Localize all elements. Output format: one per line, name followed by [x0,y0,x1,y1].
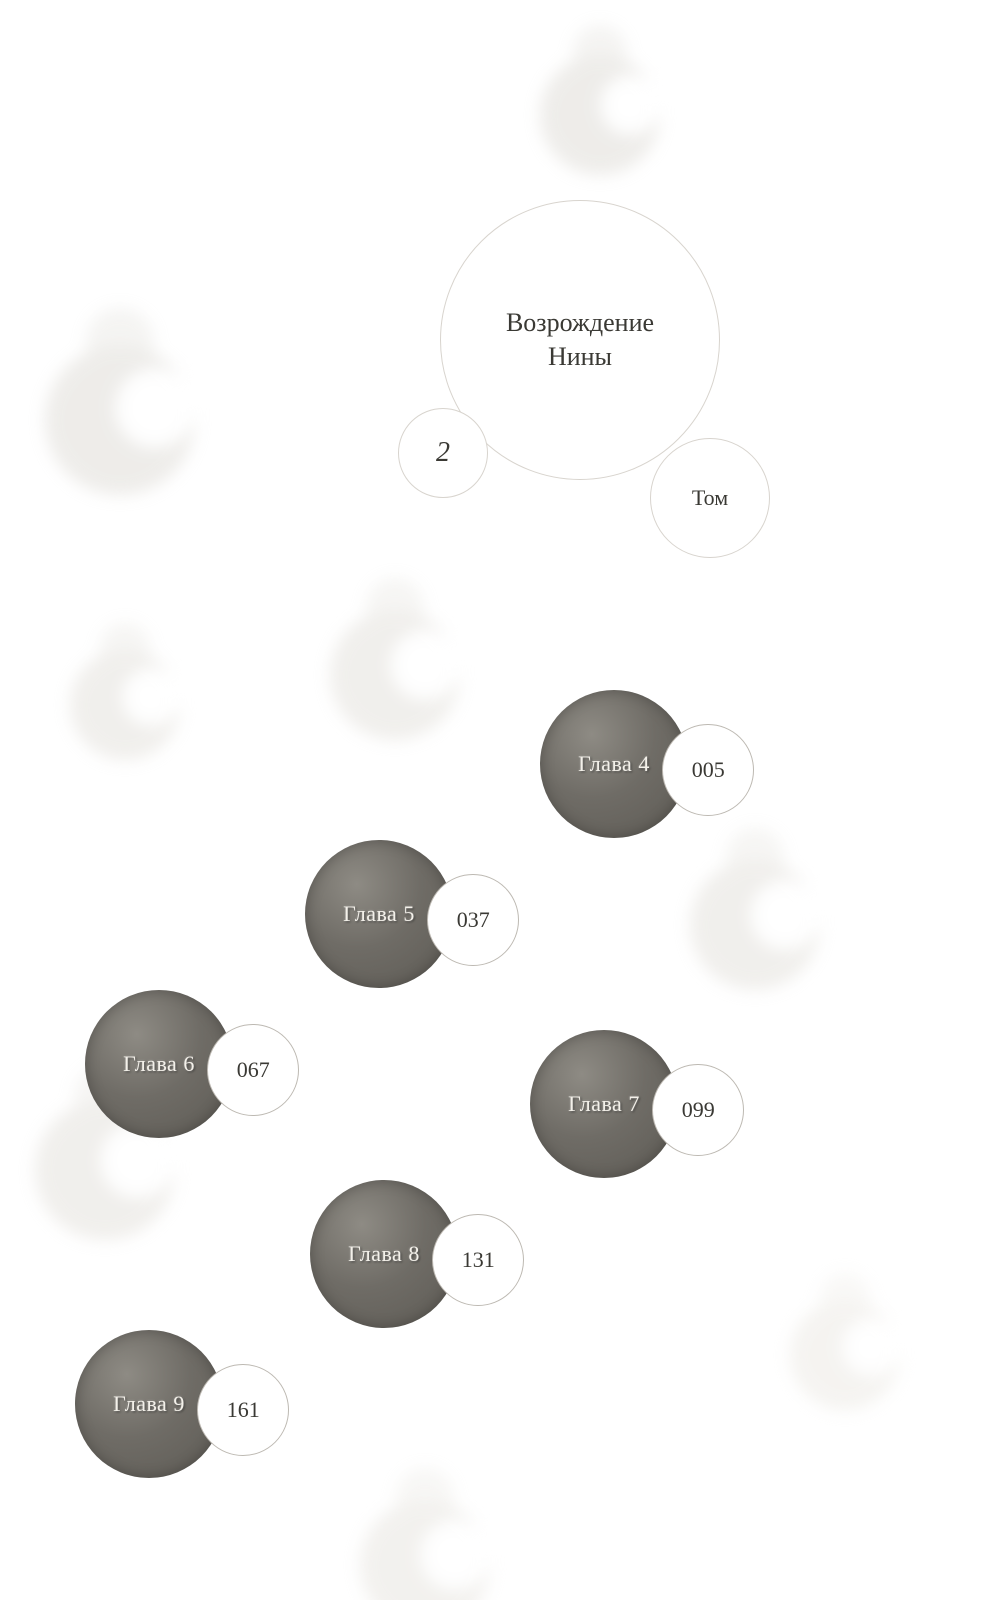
chapter-entry: Глава 4 005 [540,690,743,838]
ghost-ring-top [366,578,425,637]
chapter-label: Глава 5 [343,901,415,927]
chapter-page-bubble: 099 [652,1064,744,1156]
chapter-page-bubble: 131 [432,1214,524,1306]
chapter-label: Глава 7 [568,1091,640,1117]
ghost-ring-cut [115,368,195,448]
volume-label-bubble: Том [650,438,770,558]
ghost-ring [790,1300,900,1410]
chapter-label: Глава 4 [578,751,650,777]
chapter-page-bubble: 067 [207,1024,299,1116]
title-line-1: Возрождение [506,306,654,340]
ghost-ring-cut [842,1318,900,1376]
chapter-page-number: 131 [462,1247,495,1273]
ghost-ring-top [100,623,150,673]
ghost-ring-cut [750,880,820,950]
chapter-entry: Глава 9 161 [75,1330,278,1478]
ghost-ring-cut [600,75,660,135]
ghost-ring-cut [420,1520,490,1590]
chapter-page-bubble: 161 [197,1364,289,1456]
chapter-label: Глава 8 [348,1241,420,1267]
ghost-ring-top [820,1273,870,1323]
ghost-ring-top [396,1468,455,1527]
chapter-label: Глава 6 [123,1051,195,1077]
ghost-ring [330,610,460,740]
volume-number: 2 [436,437,450,469]
chapter-page-number: 005 [692,757,725,783]
ghost-ring-top [86,308,154,376]
chapter-page-number: 067 [237,1057,270,1083]
ghost-ring-cut [122,668,180,726]
chapter-label: Глава 9 [113,1391,185,1417]
chapter-entry: Глава 6 067 [85,990,288,1138]
chapter-entry: Глава 8 131 [310,1180,513,1328]
ghost-ring [690,860,820,990]
volume-label: Том [692,485,728,511]
ghost-ring [45,345,195,495]
chapter-entry: Глава 5 037 [305,840,508,988]
volume-number-bubble: 2 [398,408,488,498]
title-line-2: Нины [506,340,654,374]
ghost-ring [540,55,660,175]
ghost-ring [360,1500,490,1600]
title-text: Возрождение Нины [506,306,654,374]
ghost-ring-top [573,25,627,79]
chapter-page-bubble: 005 [662,724,754,816]
chapter-page-number: 161 [227,1397,260,1423]
ghost-ring [70,650,180,760]
chapter-page-bubble: 037 [427,874,519,966]
toc-page: Возрождение Нины 2 Том Глава 4 005 Глава 5… [0,0,988,1600]
ghost-ring-cut [390,630,460,700]
chapter-page-number: 099 [682,1097,715,1123]
chapter-entry: Глава 7 099 [530,1030,733,1178]
chapter-page-number: 037 [457,907,490,933]
